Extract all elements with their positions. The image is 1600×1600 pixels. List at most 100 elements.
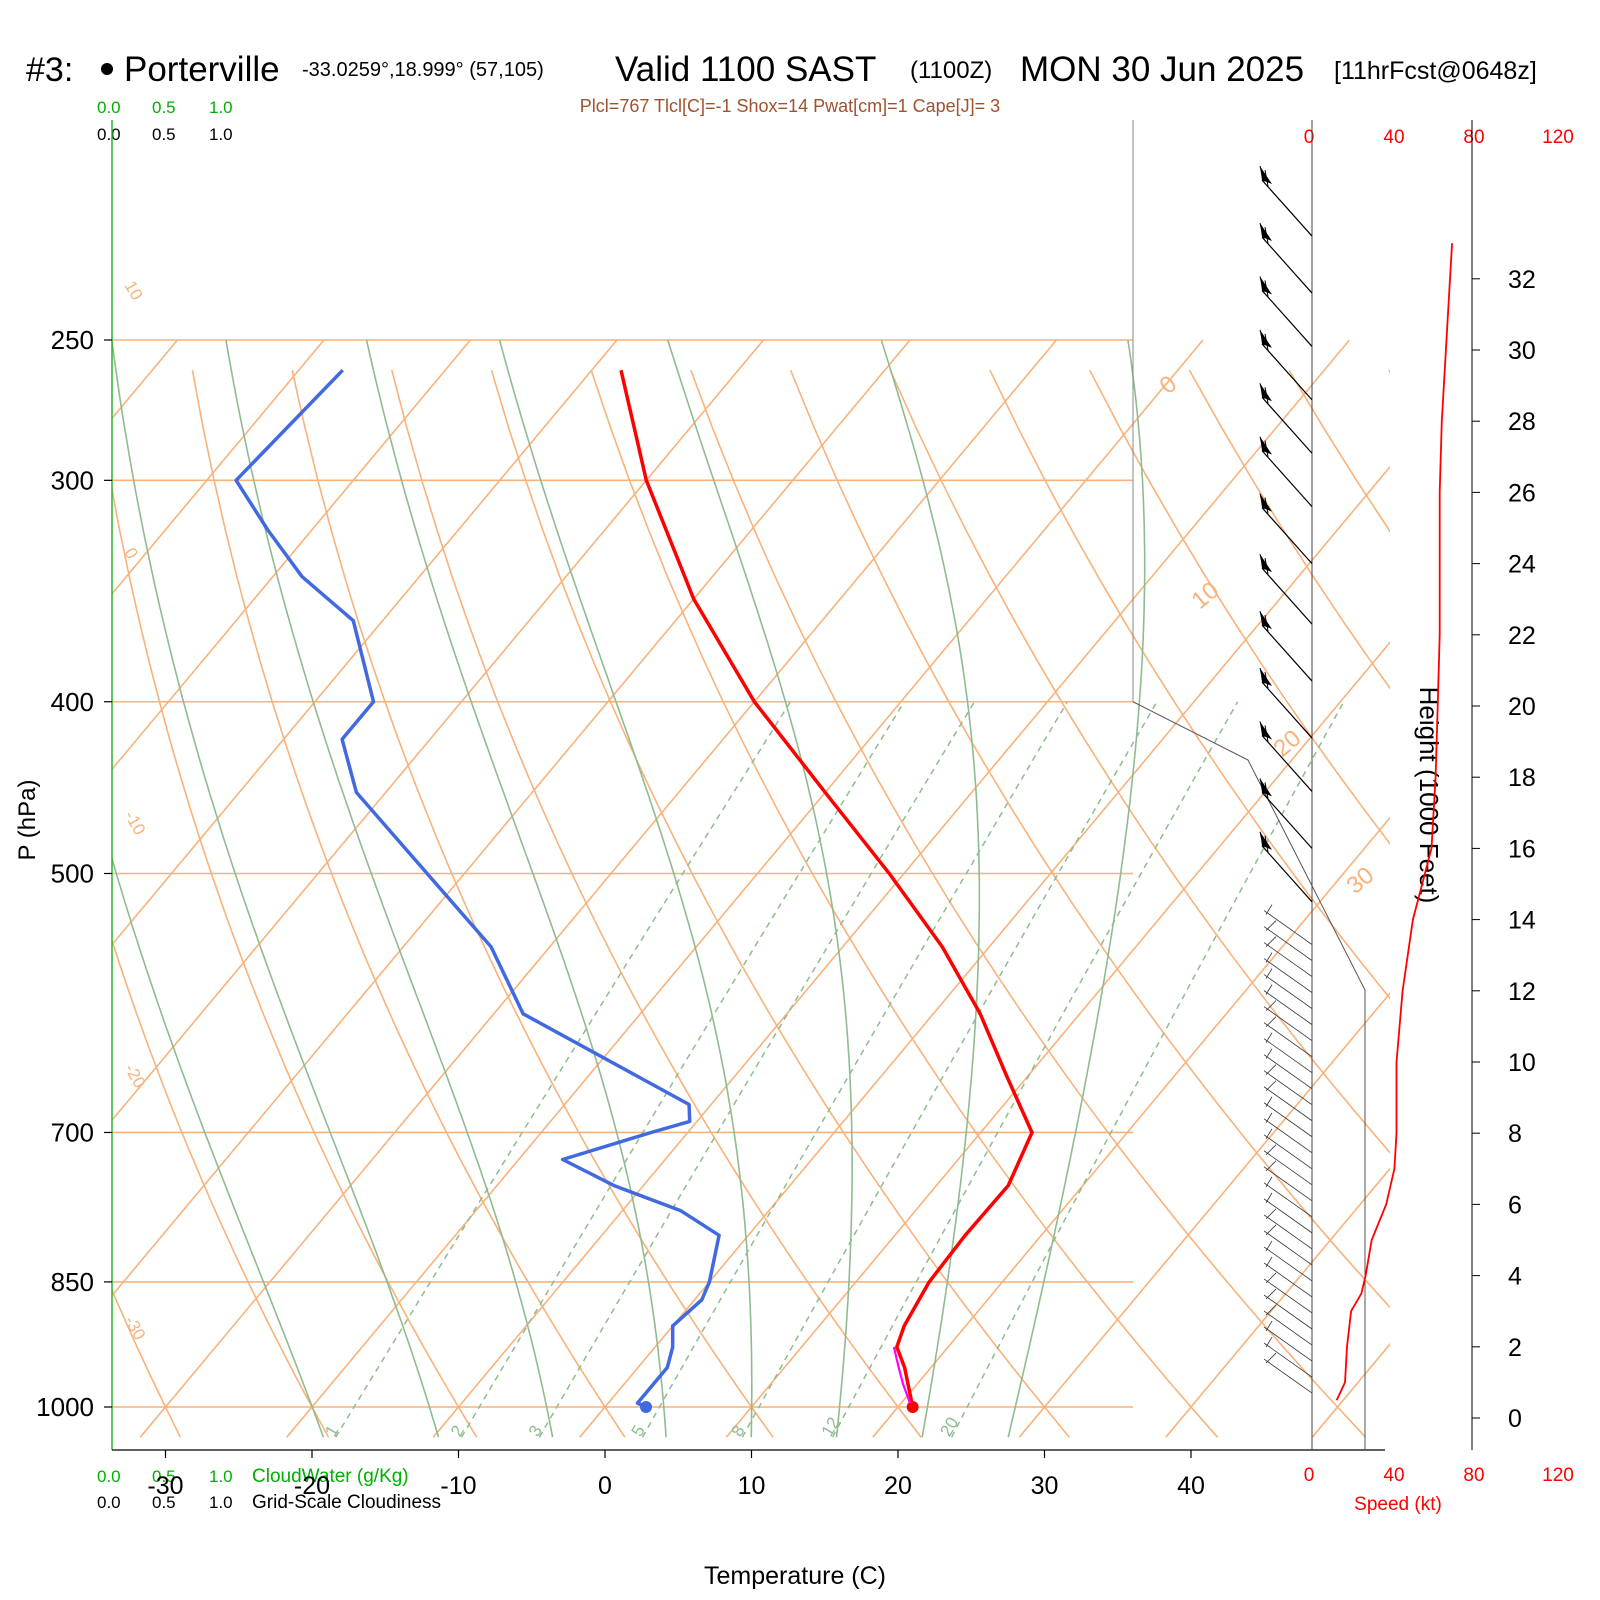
height-tick-label: 18 — [1508, 764, 1536, 792]
isotherm-line — [0, 340, 31, 1437]
wind-staff-low-feather — [1265, 1016, 1277, 1027]
wind-staff-low — [1263, 1150, 1313, 1186]
temperature-surface-point — [906, 1401, 919, 1413]
speed-tick-top-40: 40 — [1383, 127, 1404, 148]
wind-barb-staff — [1261, 290, 1313, 347]
mixing-ratio-line — [335, 701, 792, 1438]
dry-adiabat — [1489, 370, 1600, 1437]
wind-barb-staff — [1261, 450, 1313, 508]
mixing-ratio-line — [831, 701, 1239, 1438]
dry-adiabat — [191, 370, 626, 1438]
height-tick-label: 24 — [1508, 551, 1536, 579]
isotherm-label: -10 — [121, 808, 150, 839]
isotherm-line — [139, 339, 1058, 1438]
wind-barb-feather — [1264, 280, 1269, 297]
wind-barb-feather — [1259, 610, 1265, 628]
dry-adiabat — [1288, 369, 1390, 533]
mixing-ratio-line — [741, 701, 1158, 1438]
wind-barb-feather — [1259, 383, 1265, 400]
wind-staff-low — [1263, 1214, 1313, 1250]
mixing-ratio-label: 5 — [628, 1422, 649, 1440]
wind-barb-feather — [1264, 387, 1269, 404]
wind-staff-low — [1263, 1022, 1313, 1057]
x-tick-label: 30 — [1031, 1472, 1059, 1500]
dry-adiabat — [590, 369, 1219, 1438]
isotherm-line — [286, 339, 1204, 1438]
height-tick-label: 0 — [1508, 1405, 1522, 1433]
wind-staff-low-feather — [1265, 1032, 1273, 1043]
wind-barb-feather — [1264, 671, 1269, 689]
wind-barb-feather — [1264, 333, 1269, 350]
wind-barb-staff — [1261, 236, 1313, 294]
wind-staff-low-feather — [1265, 1080, 1277, 1092]
x-tick-label: -20 — [294, 1472, 330, 1500]
dry-adiabat — [0, 370, 32, 1437]
speed-tick-bottom-0: 0 — [1304, 1465, 1315, 1486]
wind-staff-low-feather — [1265, 1112, 1273, 1123]
height-tick-label: 30 — [1508, 337, 1536, 365]
wind-staff-low — [1263, 1102, 1313, 1138]
wind-barb-staff — [1261, 507, 1313, 564]
dry-adiabat — [989, 369, 1390, 1000]
dry-adiabat-label: 20 — [1269, 725, 1307, 763]
wind-staff-low — [1263, 990, 1313, 1025]
p-tick-label: 400 — [51, 687, 94, 717]
wind-barb-staff — [1261, 396, 1313, 454]
wind-barb-feather — [1259, 276, 1265, 293]
moist-adiabat — [365, 339, 667, 1438]
mixing-ratio-label: 12 — [818, 1414, 844, 1440]
dewpoint-line — [234, 368, 721, 1409]
height-tick-label: 4 — [1508, 1263, 1522, 1291]
mixing-ratio-line — [538, 701, 976, 1438]
height-tick-label: 10 — [1508, 1049, 1536, 1077]
valid-date: MON 30 Jun 2025 — [1020, 50, 1304, 89]
dry-adiabat — [490, 369, 1070, 1438]
isotherm-label: -30 — [121, 1313, 150, 1344]
wind-staff-low — [1263, 958, 1313, 993]
x-tick-label: -30 — [147, 1472, 183, 1500]
cloudiness-tick-bottom-2: 1.0 — [209, 1493, 233, 1512]
speed-tick-bottom-120: 120 — [1542, 1465, 1574, 1486]
wind-staff-low — [1263, 926, 1313, 961]
wind-staff-low-feather — [1265, 1320, 1273, 1332]
isotherm-line — [432, 339, 1351, 1438]
moist-adiabat — [498, 339, 753, 1438]
cloudiness-tick-bottom-0: 0.0 — [97, 1493, 121, 1512]
wind-staff-low — [1263, 1054, 1313, 1090]
height-tick-label: 6 — [1508, 1191, 1522, 1219]
wind-staff-low — [1263, 1166, 1313, 1202]
cloudiness-tick-bottom-1: 0.5 — [152, 1493, 176, 1512]
wind-staff-low-feather — [1265, 1288, 1277, 1300]
x-tick-label: -10 — [440, 1472, 476, 1500]
wind-barbs — [1259, 165, 1313, 1394]
moist-adiabat — [667, 339, 853, 1438]
wind-barb-feather — [1264, 497, 1269, 514]
wind-barb-feather — [1259, 721, 1265, 738]
dewpoint-surface-point — [640, 1401, 653, 1413]
height-tick-label: 2 — [1508, 1334, 1522, 1362]
wind-barb-feather — [1259, 493, 1265, 510]
p-tick-label: 300 — [51, 465, 94, 495]
p-tick-label: 500 — [51, 859, 94, 889]
wind-staff-low-feather — [1265, 968, 1273, 979]
wind-barb-staff — [1261, 681, 1313, 739]
wind-barb-feather — [1259, 222, 1265, 240]
wind-barb-feather — [1264, 614, 1269, 632]
wind-staff-low-feather — [1265, 1256, 1273, 1268]
p-tick-label: 1000 — [36, 1392, 94, 1422]
wind-barb-feather — [1264, 558, 1269, 575]
dry-adiabat — [112, 938, 330, 1438]
wind-staff-low — [1263, 1262, 1313, 1298]
upper-right-frame — [1132, 701, 1366, 1450]
parcel-line — [892, 1346, 912, 1404]
wind-staff-low-feather — [1265, 1240, 1273, 1252]
wind-speed-line — [1335, 243, 1453, 1401]
x-tick-label: 0 — [598, 1472, 612, 1500]
height-tick-label: 12 — [1508, 978, 1536, 1006]
wind-staff-low — [1263, 1310, 1313, 1346]
height-tick-label: 8 — [1508, 1120, 1522, 1148]
wind-barb-feather — [1264, 226, 1269, 244]
isotherm-line — [112, 339, 911, 1297]
wind-staff-low — [1263, 1006, 1313, 1041]
speed-tick-top-120: 120 — [1542, 127, 1574, 148]
